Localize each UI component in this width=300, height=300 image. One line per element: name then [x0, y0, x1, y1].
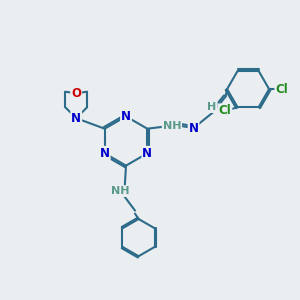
Text: Cl: Cl — [219, 104, 231, 117]
Text: N: N — [142, 147, 152, 160]
Text: N: N — [71, 112, 81, 125]
Text: N: N — [121, 110, 131, 123]
Text: H: H — [208, 102, 217, 112]
Text: NH: NH — [111, 186, 129, 196]
Text: N: N — [188, 122, 199, 135]
Text: O: O — [71, 87, 81, 100]
Text: NH: NH — [163, 121, 181, 131]
Text: N: N — [100, 147, 110, 160]
Text: Cl: Cl — [275, 82, 288, 96]
